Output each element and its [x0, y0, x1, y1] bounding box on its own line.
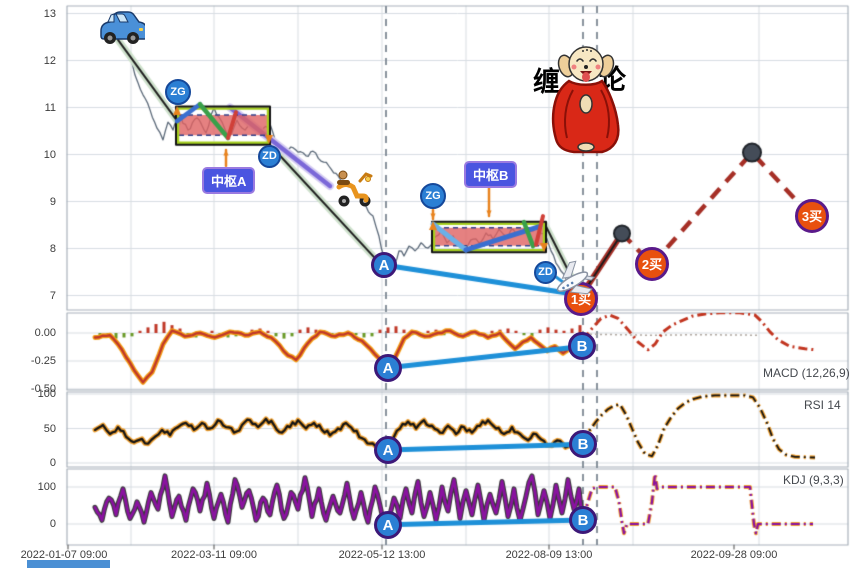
point-a-marker-rsi[interactable]: A [374, 436, 402, 464]
x-tick-label: 2022-08-09 13:00 [505, 549, 593, 561]
y-tick-label-rsi: 50 [43, 422, 56, 435]
buy3-marker[interactable]: 3买 [795, 199, 829, 233]
y-tick-label-macd: -0.50 [30, 383, 56, 395]
point-b-marker-rsi[interactable]: B [569, 430, 597, 458]
y-tick-label-kdj: 0 [49, 518, 56, 530]
kdj-indicator-label: KDJ (9,3,3) [783, 473, 844, 487]
macd-indicator-label: MACD (12,26,9) [763, 366, 850, 380]
buddha-dog-sticker [543, 38, 631, 163]
y-tick-label-price: 8 [49, 242, 56, 255]
point-a-marker-kdj[interactable]: A [374, 511, 402, 539]
y-tick-label-price: 9 [49, 195, 56, 208]
zd-marker-pivot-b[interactable]: ZD [534, 261, 557, 284]
point-a-marker-macd[interactable]: A [374, 354, 402, 382]
pivot-b-label: 中枢B [464, 161, 518, 188]
zd-marker-pivot-a[interactable]: ZD [258, 145, 281, 168]
buy2-marker[interactable]: 2买 [635, 247, 669, 281]
point-b-marker-kdj[interactable]: B [569, 506, 597, 534]
y-tick-label-rsi: 100 [37, 388, 56, 400]
zg-marker-pivot-b[interactable]: ZG [420, 183, 446, 209]
bottom-blue-strip [27, 560, 110, 568]
point-b-marker-macd[interactable]: B [568, 332, 596, 360]
y-tick-label-kdj: 100 [37, 481, 56, 493]
x-tick-label: 2022-09-28 09:00 [690, 549, 778, 561]
x-tick-label: 2022-05-12 13:00 [338, 549, 426, 561]
pivot-a-label: 中枢A [202, 167, 256, 194]
y-tick-label-price: 12 [43, 54, 56, 67]
y-tick-label-price: 11 [44, 101, 56, 114]
y-tick-label-macd: 0.00 [34, 327, 56, 339]
point-a-marker-price[interactable]: A [371, 252, 397, 278]
x-tick-label: 2022-01-07 09:00 [20, 549, 108, 561]
rsi-indicator-label: RSI 14 [804, 398, 841, 412]
y-tick-label-price: 10 [43, 148, 56, 161]
zg-marker-pivot-a[interactable]: ZG [165, 79, 191, 105]
car-emoji [95, 8, 148, 53]
y-tick-label-price: 13 [43, 7, 56, 20]
airplane-emoji [541, 246, 605, 311]
x-tick-label: 2022-03-11 09:00 [170, 549, 258, 561]
chan-text-left: 缠 [533, 67, 560, 97]
y-tick-label-rsi: 0 [49, 457, 56, 469]
y-tick-label-macd: -0.25 [30, 355, 56, 367]
scooter-emoji [333, 167, 375, 214]
y-tick-label-price: 7 [49, 289, 56, 302]
